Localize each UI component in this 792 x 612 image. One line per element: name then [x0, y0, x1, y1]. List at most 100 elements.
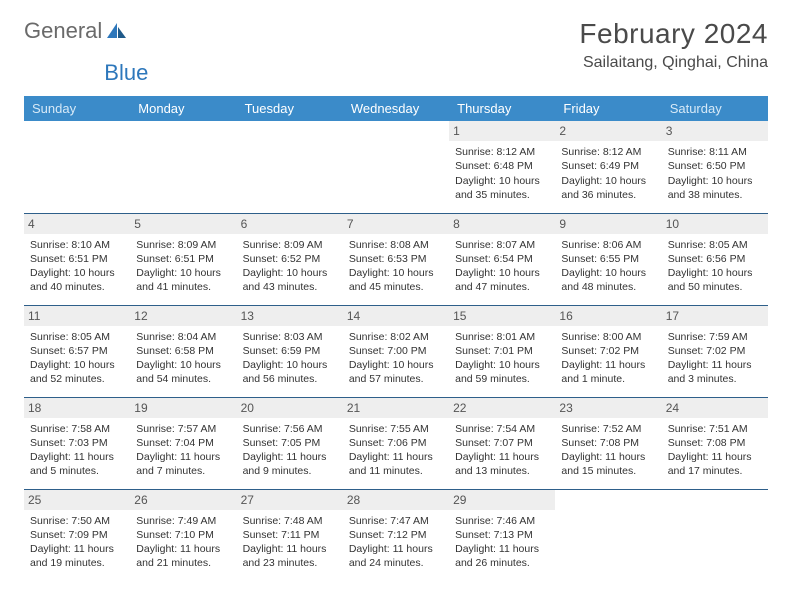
calendar-table: SundayMondayTuesdayWednesdayThursdayFrid…	[24, 96, 768, 581]
daylight: Daylight: 10 hours and 43 minutes.	[243, 266, 337, 294]
sunset: Sunset: 6:58 PM	[136, 344, 230, 358]
daylight: Daylight: 10 hours and 52 minutes.	[30, 358, 124, 386]
daylight: Daylight: 11 hours and 5 minutes.	[30, 450, 124, 478]
day-number: 17	[662, 306, 768, 326]
sunrise: Sunrise: 7:55 AM	[349, 422, 443, 436]
calendar-cell: 27Sunrise: 7:48 AMSunset: 7:11 PMDayligh…	[237, 489, 343, 581]
day-number: 29	[449, 490, 555, 510]
calendar-cell: 12Sunrise: 8:04 AMSunset: 6:58 PMDayligh…	[130, 305, 236, 397]
sunrise: Sunrise: 8:03 AM	[243, 330, 337, 344]
calendar-cell: 10Sunrise: 8:05 AMSunset: 6:56 PMDayligh…	[662, 213, 768, 305]
calendar-cell: 1Sunrise: 8:12 AMSunset: 6:48 PMDaylight…	[449, 121, 555, 213]
sunset: Sunset: 6:55 PM	[561, 252, 655, 266]
day-number: 28	[343, 490, 449, 510]
daylight: Daylight: 11 hours and 7 minutes.	[136, 450, 230, 478]
calendar-cell: .	[343, 121, 449, 213]
sunrise: Sunrise: 8:11 AM	[668, 145, 762, 159]
calendar-cell: 3Sunrise: 8:11 AMSunset: 6:50 PMDaylight…	[662, 121, 768, 213]
sunset: Sunset: 6:53 PM	[349, 252, 443, 266]
calendar-cell: .	[24, 121, 130, 213]
calendar-cell: 19 Sunrise: 7:57 AMSunset: 7:04 PMDayligh…	[130, 397, 236, 489]
daylight: Daylight: 10 hours and 47 minutes.	[455, 266, 549, 294]
day-number: 2	[555, 121, 661, 141]
sunrise: Sunrise: 7:56 AM	[243, 422, 337, 436]
day-number: 12	[130, 306, 236, 326]
day-number: 18	[24, 398, 130, 418]
daylight: Daylight: 10 hours and 41 minutes.	[136, 266, 230, 294]
calendar-cell: 6Sunrise: 8:09 AMSunset: 6:52 PMDaylight…	[237, 213, 343, 305]
calendar-cell: 2Sunrise: 8:12 AMSunset: 6:49 PMDaylight…	[555, 121, 661, 213]
sunset: Sunset: 7:13 PM	[455, 528, 549, 542]
day-number: 4	[24, 214, 130, 234]
sunset: Sunset: 7:04 PM	[136, 436, 230, 450]
sunrise: Sunrise: 8:04 AM	[136, 330, 230, 344]
daylight: Daylight: 10 hours and 35 minutes.	[455, 174, 549, 202]
sunrise: Sunrise: 7:52 AM	[561, 422, 655, 436]
day-number: 22	[449, 398, 555, 418]
calendar-row: 18Sunrise: 7:58 AMSunset: 7:03 PMDayligh…	[24, 397, 768, 489]
sunset: Sunset: 6:48 PM	[455, 159, 549, 173]
calendar-row: ....1Sunrise: 8:12 AMSunset: 6:48 PMDayl…	[24, 121, 768, 213]
calendar-cell: 28Sunrise: 7:47 AMSunset: 7:12 PMDayligh…	[343, 489, 449, 581]
column-header: Saturday	[662, 96, 768, 121]
day-number: 1	[449, 121, 555, 141]
day-number: 24	[662, 398, 768, 418]
sunrise: Sunrise: 8:05 AM	[30, 330, 124, 344]
sunrise: Sunrise: 8:12 AM	[561, 145, 655, 159]
sunrise: Sunrise: 8:01 AM	[455, 330, 549, 344]
daylight: Daylight: 10 hours and 38 minutes.	[668, 174, 762, 202]
column-header: Sunday	[24, 96, 130, 121]
day-number: 26	[130, 490, 236, 510]
daylight: Daylight: 11 hours and 23 minutes.	[243, 542, 337, 570]
sunrise: Sunrise: 8:08 AM	[349, 238, 443, 252]
calendar-cell: 25Sunrise: 7:50 AMSunset: 7:09 PMDayligh…	[24, 489, 130, 581]
sunset: Sunset: 6:52 PM	[243, 252, 337, 266]
day-number: 5	[130, 214, 236, 234]
day-number: 7	[343, 214, 449, 234]
day-number: 13	[237, 306, 343, 326]
calendar-cell: 9Sunrise: 8:06 AMSunset: 6:55 PMDaylight…	[555, 213, 661, 305]
sunset: Sunset: 6:51 PM	[30, 252, 124, 266]
calendar-row: 11Sunrise: 8:05 AMSunset: 6:57 PMDayligh…	[24, 305, 768, 397]
sunrise: Sunrise: 7:57 AM	[136, 422, 230, 436]
column-header: Wednesday	[343, 96, 449, 121]
daylight: Daylight: 10 hours and 59 minutes.	[455, 358, 549, 386]
sunset: Sunset: 7:11 PM	[243, 528, 337, 542]
sunrise: Sunrise: 7:54 AM	[455, 422, 549, 436]
sunset: Sunset: 7:09 PM	[30, 528, 124, 542]
sunrise: Sunrise: 8:07 AM	[455, 238, 549, 252]
day-number: 19	[130, 398, 236, 418]
calendar-cell: .	[662, 489, 768, 581]
daylight: Daylight: 11 hours and 17 minutes.	[668, 450, 762, 478]
sunrise: Sunrise: 8:02 AM	[349, 330, 443, 344]
calendar-header-row: SundayMondayTuesdayWednesdayThursdayFrid…	[24, 96, 768, 121]
daylight: Daylight: 10 hours and 48 minutes.	[561, 266, 655, 294]
sunrise: Sunrise: 8:10 AM	[30, 238, 124, 252]
column-header: Tuesday	[237, 96, 343, 121]
calendar-cell: 11Sunrise: 8:05 AMSunset: 6:57 PMDayligh…	[24, 305, 130, 397]
day-number: 6	[237, 214, 343, 234]
day-number: 8	[449, 214, 555, 234]
day-number: 27	[237, 490, 343, 510]
calendar-cell: 29Sunrise: 7:46 AMSunset: 7:13 PMDayligh…	[449, 489, 555, 581]
sunrise: Sunrise: 7:51 AM	[668, 422, 762, 436]
calendar-cell: 13Sunrise: 8:03 AMSunset: 6:59 PMDayligh…	[237, 305, 343, 397]
calendar-body: ....1Sunrise: 8:12 AMSunset: 6:48 PMDayl…	[24, 121, 768, 581]
day-number: 20	[237, 398, 343, 418]
daylight: Daylight: 10 hours and 45 minutes.	[349, 266, 443, 294]
day-number: 14	[343, 306, 449, 326]
sunrise: Sunrise: 8:09 AM	[136, 238, 230, 252]
calendar-cell: .	[237, 121, 343, 213]
daylight: Daylight: 10 hours and 36 minutes.	[561, 174, 655, 202]
sunset: Sunset: 7:12 PM	[349, 528, 443, 542]
sunset: Sunset: 6:51 PM	[136, 252, 230, 266]
sunset: Sunset: 7:08 PM	[561, 436, 655, 450]
calendar-cell: 17Sunrise: 7:59 AMSunset: 7:02 PMDayligh…	[662, 305, 768, 397]
day-number: 21	[343, 398, 449, 418]
calendar-cell: 23Sunrise: 7:52 AMSunset: 7:08 PMDayligh…	[555, 397, 661, 489]
daylight: Daylight: 11 hours and 11 minutes.	[349, 450, 443, 478]
logo-text-general: General	[24, 18, 102, 44]
day-number: 25	[24, 490, 130, 510]
calendar-cell: 26Sunrise: 7:49 AMSunset: 7:10 PMDayligh…	[130, 489, 236, 581]
sunset: Sunset: 7:05 PM	[243, 436, 337, 450]
